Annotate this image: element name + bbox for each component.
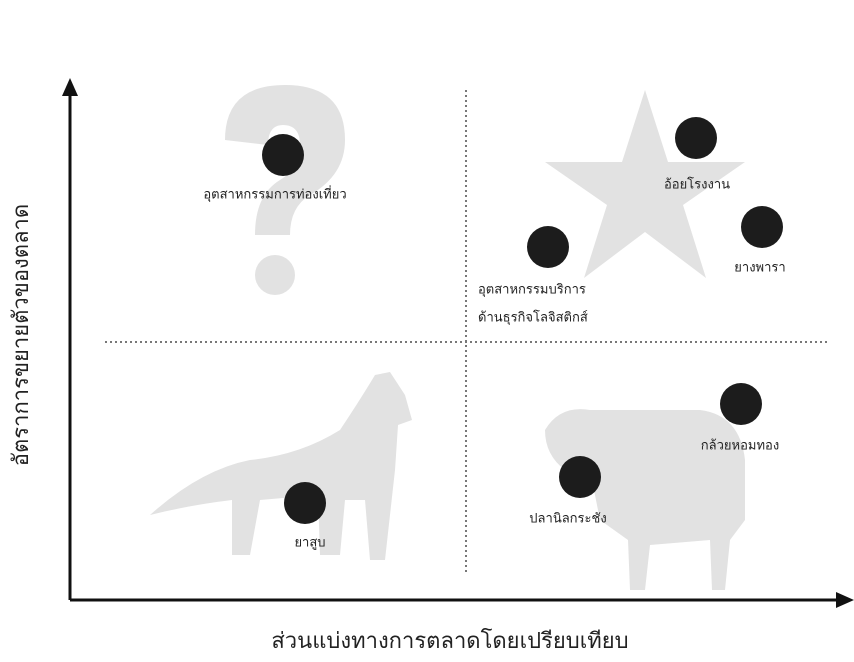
node-dot <box>559 456 601 498</box>
node-dot <box>720 383 762 425</box>
bcg-matrix: อัตราการขยายตัวของตลาด ส่วนแบ่งทางการตลา… <box>0 0 854 662</box>
node-label: กล้วยหอมทอง <box>701 439 779 454</box>
x-axis-label: ส่วนแบ่งทางการตลาดโดยเปรียบเทียบ <box>271 628 628 654</box>
node-dot <box>527 226 569 268</box>
node-dot <box>675 117 717 159</box>
node-label: อ้อยโรงงาน <box>664 177 730 193</box>
y-axis-arrow <box>62 78 78 96</box>
node-dot <box>262 134 304 176</box>
y-axis-label: อัตราการขยายตัวของตลาด <box>9 204 34 466</box>
node-label: ด้านธุรกิจโลจิสติกส์ <box>478 310 588 326</box>
question-dot <box>255 255 295 295</box>
x-axis-arrow <box>836 592 854 608</box>
background-icons <box>150 85 745 590</box>
node-label: อุตสาหกรรมการท่องเที่ยว <box>203 186 346 203</box>
node-label: ปลานิลกระชัง <box>529 512 606 527</box>
cow <box>545 409 745 590</box>
node-dot <box>284 482 326 524</box>
node-label: ยางพารา <box>734 261 785 276</box>
dog <box>150 372 412 560</box>
node-label: ยาสูบ <box>294 536 325 551</box>
node-label: อุตสาหกรรมบริการ <box>478 283 586 298</box>
node-dot <box>741 206 783 248</box>
